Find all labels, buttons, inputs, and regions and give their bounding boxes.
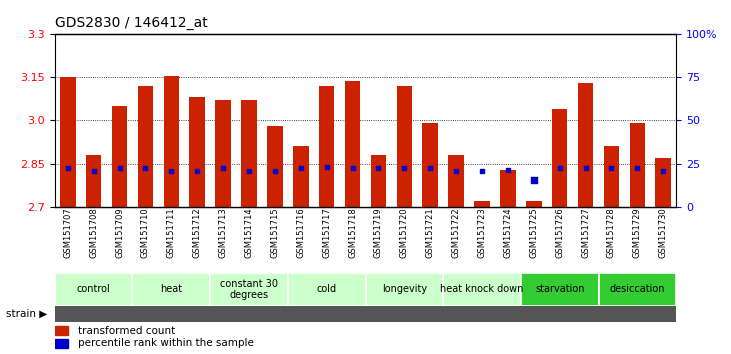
Bar [366,273,443,306]
Text: GSM151725: GSM151725 [529,207,538,258]
Bar [521,273,599,306]
Text: GDS2830 / 146412_at: GDS2830 / 146412_at [55,16,208,30]
Text: GSM151708: GSM151708 [89,207,98,258]
Text: desiccation: desiccation [610,284,665,295]
Text: starvation: starvation [535,284,584,295]
Text: GSM151715: GSM151715 [270,207,279,258]
Text: GSM151707: GSM151707 [64,207,72,258]
Point [632,165,643,171]
Point [140,165,151,171]
Point [528,177,539,182]
Text: GSM151710: GSM151710 [141,207,150,258]
Text: strain ▶: strain ▶ [7,309,48,319]
Text: cold: cold [317,284,337,295]
Text: GSM151718: GSM151718 [348,207,357,258]
Point [554,165,566,171]
Bar [319,86,334,207]
Bar [86,155,102,207]
Point [217,165,229,171]
Point [243,168,255,174]
Bar [526,201,542,207]
Text: GSM151711: GSM151711 [167,207,176,258]
Bar [293,146,308,207]
Bar [60,77,75,207]
Bar [443,273,520,306]
Text: GSM151716: GSM151716 [296,207,306,258]
Bar [599,273,676,306]
Text: GSM151714: GSM151714 [244,207,254,258]
Bar [241,100,257,207]
Bar [345,81,360,207]
Point [580,165,591,171]
Bar [55,339,69,348]
Bar [448,155,464,207]
Bar [164,75,179,207]
Bar [132,273,211,306]
Point [346,165,358,171]
Text: heat knock down: heat knock down [440,284,523,295]
Bar [474,201,490,207]
Point [114,165,126,171]
Point [502,167,514,172]
Point [657,168,669,174]
Bar [396,86,412,207]
Point [321,164,333,170]
Bar [211,273,288,306]
Bar [371,155,386,207]
Text: GSM151726: GSM151726 [555,207,564,258]
Text: GSM151722: GSM151722 [452,207,461,258]
Bar [423,123,438,207]
Point [373,165,385,171]
Text: constant 30
degrees: constant 30 degrees [220,279,278,300]
Point [269,168,281,174]
Point [450,168,462,174]
Point [605,165,617,171]
Text: GSM151712: GSM151712 [193,207,202,258]
Bar [137,86,154,207]
Text: transformed count: transformed count [78,326,175,336]
Point [88,168,99,174]
Text: GSM151728: GSM151728 [607,207,616,258]
Text: control: control [77,284,110,295]
Bar [577,83,594,207]
Text: GSM151721: GSM151721 [425,207,435,258]
Text: GSM151729: GSM151729 [633,207,642,258]
Text: GSM151709: GSM151709 [115,207,124,258]
Point [165,168,177,174]
Text: GSM151713: GSM151713 [219,207,227,258]
Bar [267,126,283,207]
Bar [500,170,515,207]
Point [476,168,488,174]
Point [192,168,203,174]
Text: percentile rank within the sample: percentile rank within the sample [78,338,254,348]
Point [62,165,74,171]
Text: GSM151720: GSM151720 [400,207,409,258]
Bar [189,97,205,207]
Text: GSM151730: GSM151730 [659,207,667,258]
Bar [629,123,645,207]
Text: GSM151727: GSM151727 [581,207,590,258]
Text: heat: heat [160,284,183,295]
Text: longevity: longevity [382,284,427,295]
Point [398,165,410,171]
Text: GSM151724: GSM151724 [504,207,512,258]
Bar [112,106,127,207]
Bar [55,273,132,306]
Bar [288,273,366,306]
Point [295,165,306,171]
Text: GSM151717: GSM151717 [322,207,331,258]
Text: GSM151723: GSM151723 [477,207,487,258]
Point [425,165,436,171]
Text: GSM151719: GSM151719 [374,207,383,258]
Bar [552,109,567,207]
Bar [55,326,69,335]
Bar [604,146,619,207]
Bar [656,158,671,207]
Bar [216,100,231,207]
